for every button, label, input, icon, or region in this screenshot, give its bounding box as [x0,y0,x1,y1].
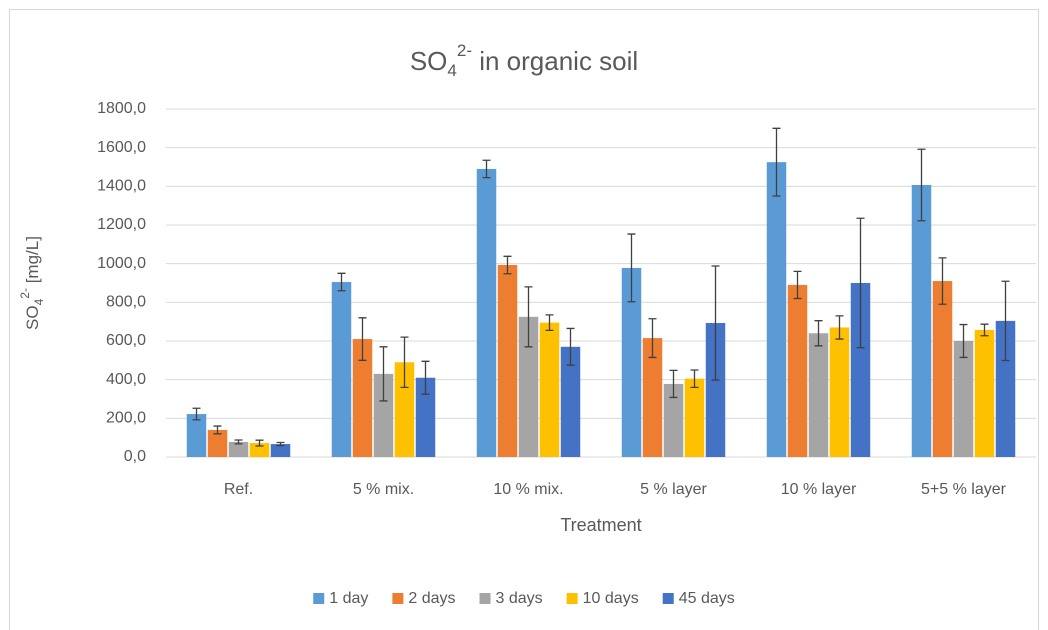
bar [207,429,228,457]
y-label-text: SO [23,305,42,330]
bar [663,383,684,457]
y-tick-label: 1600,0 [97,139,146,156]
bar [373,373,394,457]
error-bar [690,369,699,389]
bar [249,443,270,457]
error-bar [234,439,243,445]
error-bar [421,360,430,395]
bar [787,284,808,457]
x-tick-label: 5 % mix. [353,481,414,498]
y-tick-label: 1200,0 [97,216,146,233]
bar [684,378,705,457]
bar [829,327,850,457]
title-text: SO [410,46,448,76]
bar [911,184,932,458]
title-sub: 4 [447,61,456,80]
bar [974,329,995,457]
error-bar [213,425,222,435]
x-axis-label: Treatment [560,515,641,535]
bar [497,265,518,457]
bar [560,346,581,457]
error-bar [814,320,823,347]
legend-label: 10 days [583,590,639,607]
y-label-sup: 2- [18,288,32,299]
bar [932,281,953,457]
error-bar [793,270,802,300]
bar [539,322,560,457]
y-tick-label: 1400,0 [97,178,146,195]
error-bar [276,441,285,447]
bar [705,323,726,457]
y-tick-label: 200,0 [106,410,146,427]
title-sup: 2- [457,41,472,60]
bar [808,333,829,457]
bar [352,339,373,457]
error-bar [772,127,781,197]
bar [415,377,436,457]
error-bar [917,148,926,222]
error-bar [648,318,657,359]
error-bar [524,286,533,348]
x-tick-label: 10 % mix. [493,481,563,498]
x-tick-label: 5+5 % layer [921,481,1007,498]
error-bar [400,336,409,389]
error-bar [192,407,201,421]
bar [228,441,249,457]
chart-title: SO42- in organic soil [410,41,638,80]
error-bar [669,369,678,399]
legend-swatch [392,593,404,604]
y-axis-label: SO42- [mg/L] [18,236,46,330]
error-bar [711,265,720,381]
error-bar [358,317,367,361]
legend-swatch [566,593,578,604]
bar [642,338,663,457]
legend-label: 1 day [329,590,368,607]
legend-swatch [662,593,674,604]
x-tick-label: Ref. [224,481,253,498]
bar [394,362,415,457]
y-tick-label: 600,0 [106,332,146,349]
y-tick-label: 0,0 [124,448,146,465]
error-bar [980,323,989,337]
y-tick-label: 1800,0 [97,100,146,117]
bar [766,162,787,457]
legend-swatch [479,593,491,604]
error-bar [835,315,844,340]
y-tick-label: 1000,0 [97,255,146,272]
bar [850,283,871,457]
bar [476,168,497,457]
bar [186,414,207,457]
error-bar [959,323,968,359]
legend-label: 2 days [408,590,455,607]
error-bar [337,272,346,292]
error-bar [379,346,388,402]
error-bar [482,159,491,179]
error-bar [545,314,554,332]
error-bar [503,255,512,275]
bar [995,320,1016,457]
error-bar [566,327,575,366]
legend-label: 3 days [496,590,543,607]
legend-swatch [313,593,325,604]
legend-label: 45 days [679,590,735,607]
chart-border [9,9,1039,630]
error-bar [1001,280,1010,362]
error-bar [856,217,865,349]
bar [953,341,974,457]
error-bar [627,233,636,303]
error-bar [255,439,264,447]
x-tick-label: 10 % layer [781,481,857,498]
bar [331,282,352,457]
bar [518,316,539,457]
y-label-rest: [mg/L] [23,236,42,288]
y-label-sub: 4 [32,298,46,305]
y-tick-label: 400,0 [106,371,146,388]
x-tick-label: 5 % layer [640,481,707,498]
error-bar [938,257,947,305]
title-rest: in organic soil [472,46,638,76]
y-tick-label: 800,0 [106,294,146,311]
bar [270,444,291,457]
bar [621,267,642,457]
